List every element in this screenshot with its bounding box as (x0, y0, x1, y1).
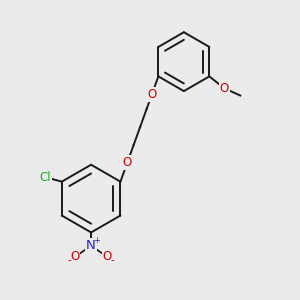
Text: O: O (123, 156, 132, 169)
Text: O: O (220, 82, 229, 95)
Text: -: - (111, 255, 115, 266)
Text: Cl: Cl (40, 171, 51, 184)
Text: O: O (70, 250, 80, 263)
Text: +: + (93, 236, 100, 245)
Text: N: N (86, 239, 96, 252)
Text: O: O (103, 250, 112, 263)
Text: -: - (68, 255, 71, 266)
Text: O: O (147, 88, 157, 101)
